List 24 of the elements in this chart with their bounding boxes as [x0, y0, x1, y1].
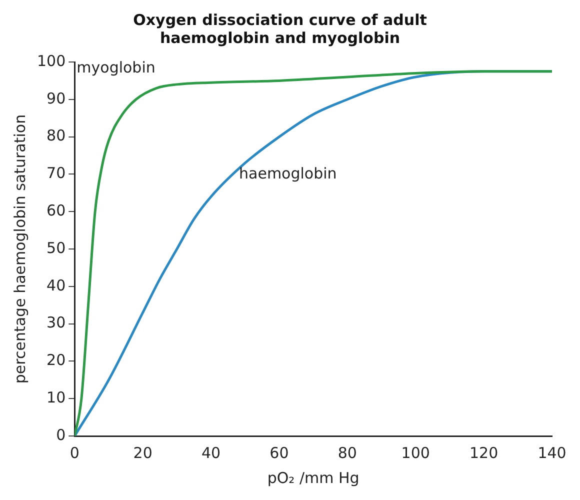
x-axis-title: pO₂ /mm Hg	[267, 468, 360, 487]
x-tick-label: 20	[133, 444, 152, 462]
y-tick-label: 0	[56, 426, 66, 444]
chart-title: Oxygen dissociation curve of adult haemoglobin and myoglobin	[133, 10, 427, 47]
y-tick-label: 30	[46, 314, 66, 332]
y-tick-label: 50	[46, 238, 66, 257]
y-tick-label: 60	[46, 201, 66, 220]
y-tick-label: 40	[46, 276, 66, 294]
series-label: haemoglobin	[239, 164, 337, 183]
x-tick-label: 80	[338, 444, 357, 462]
x-tick-label: 0	[70, 444, 80, 462]
x-tick-label: 40	[201, 444, 221, 462]
y-tick-label: 100	[36, 52, 66, 70]
y-tick-label: 70	[46, 164, 66, 182]
series-label: myoglobin	[76, 58, 156, 76]
y-tick-label: 20	[46, 351, 66, 370]
y-tick-label: 10	[46, 388, 66, 406]
x-tick-label: 100	[401, 444, 430, 462]
y-tick-label: 90	[46, 89, 66, 108]
x-tick-label: 140	[538, 444, 566, 462]
y-tick-label: 80	[46, 126, 66, 145]
y-axis-title: percentage haemoglobin saturation	[10, 114, 29, 384]
x-tick-label: 120	[469, 444, 498, 462]
x-tick-label: 60	[270, 444, 289, 462]
